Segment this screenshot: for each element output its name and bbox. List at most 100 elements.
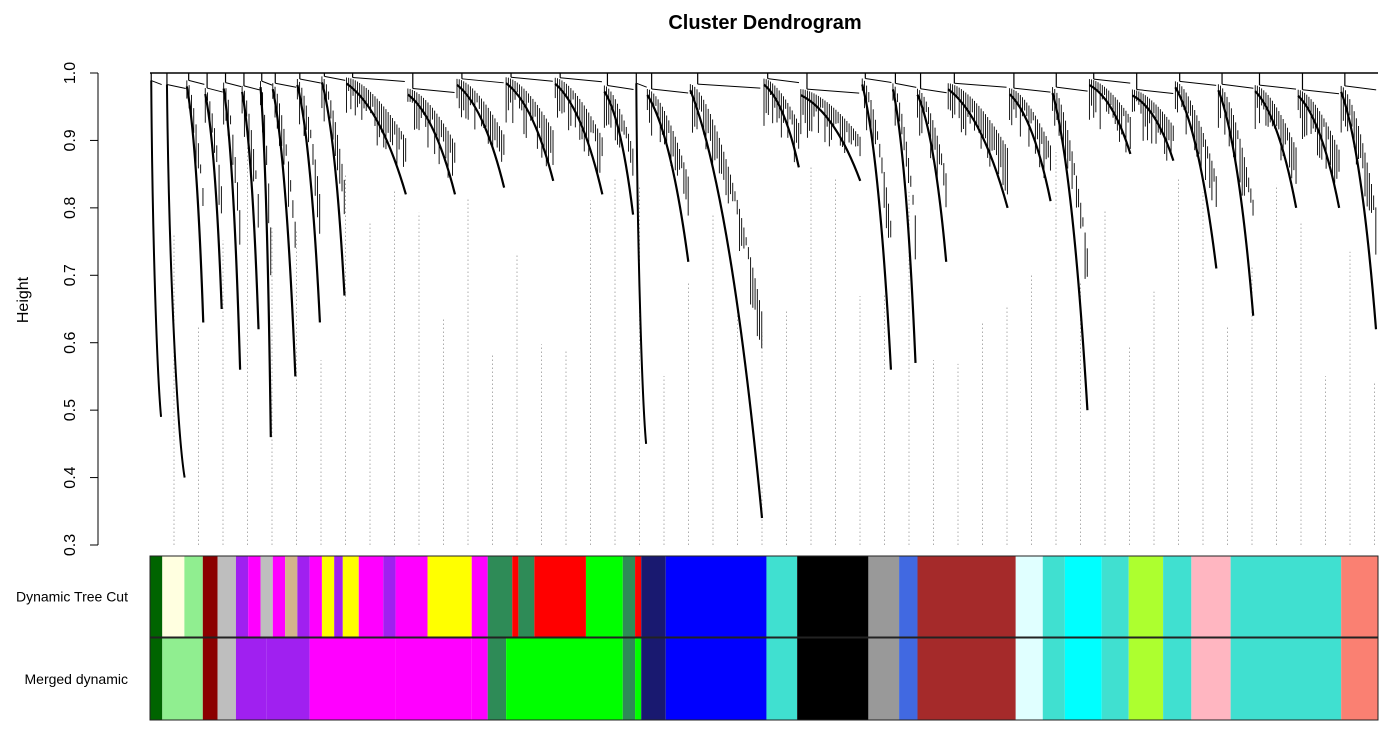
module-color-segment: [235, 638, 267, 720]
branch-tail: [1088, 84, 1132, 155]
y-tick-label: 0.9: [62, 129, 79, 151]
branch-merge: [412, 88, 455, 94]
y-tick-label: 0.8: [62, 197, 79, 219]
branch-merge: [151, 80, 162, 86]
branch-tail: [861, 84, 893, 370]
dendrogram-tree: [150, 72, 1378, 519]
branch-merge: [225, 82, 242, 88]
branch-tail: [916, 94, 948, 262]
branch-tail: [345, 82, 407, 195]
branch-merge: [299, 78, 321, 84]
branch-tail: [689, 89, 764, 519]
module-color-segment: [150, 556, 163, 637]
module-color-segment: [1101, 638, 1129, 720]
branch-tail: [1340, 91, 1378, 330]
branch-tail: [1008, 93, 1052, 202]
branch-merge: [954, 82, 1007, 88]
module-color-segment: [297, 556, 310, 637]
branch-merge: [461, 78, 504, 84]
module-color-segment: [766, 638, 798, 720]
branch-curve: [635, 83, 648, 444]
branch-tail: [222, 88, 242, 370]
branch-merge: [352, 76, 405, 82]
branch-tail: [204, 93, 223, 310]
branch-tail: [1131, 94, 1175, 161]
module-color-segment: [1042, 638, 1065, 720]
module-color-segment: [797, 556, 869, 637]
module-color-segment: [342, 556, 359, 637]
branch-merge: [1093, 78, 1131, 84]
module-color-segment: [1042, 556, 1065, 637]
module-color-segment: [1128, 556, 1164, 637]
branch-merge: [1056, 86, 1088, 92]
module-color-segment: [868, 638, 900, 720]
branch-curve: [150, 80, 163, 417]
branch-merge: [1136, 89, 1174, 95]
branch-merge: [275, 82, 297, 88]
module-color-segment: [1341, 556, 1378, 637]
branch-merge: [1302, 89, 1340, 95]
y-tick-label: 0.3: [62, 534, 79, 556]
branch-tail: [407, 93, 457, 195]
branch-tail: [320, 82, 346, 296]
module-color-segment: [202, 638, 218, 720]
branch-tail: [891, 89, 917, 363]
branch-merge: [806, 88, 860, 94]
branch-tail: [505, 82, 555, 182]
module-color-segment: [395, 556, 428, 637]
branch-merge: [1259, 84, 1297, 90]
module-color-segment: [1191, 556, 1231, 637]
branch-merge: [920, 88, 947, 94]
module-color-segment: [506, 638, 623, 720]
branch-merge: [324, 75, 346, 81]
color-row-frame: [149, 555, 1379, 638]
module-color-segment: [162, 638, 203, 720]
branch-merge: [767, 78, 800, 84]
module-color-segment: [358, 556, 384, 637]
module-color-segment: [1341, 638, 1378, 720]
module-color-segment: [641, 556, 666, 637]
y-axis-label: Height: [15, 276, 32, 323]
module-color-segment: [665, 638, 767, 720]
module-color-bars: [149, 555, 1379, 721]
branch-merge: [865, 77, 892, 83]
module-color-segment: [150, 638, 163, 720]
module-color-segment: [1163, 556, 1192, 637]
module-color-segment: [917, 638, 1016, 720]
module-color-segment: [309, 638, 396, 720]
module-color-segment: [427, 556, 472, 637]
branch-merge: [560, 77, 602, 83]
branch-tail: [800, 94, 862, 182]
module-color-segment: [383, 556, 396, 637]
module-color-segment: [641, 638, 666, 720]
module-color-segment: [1064, 556, 1102, 637]
branch-tail: [1217, 89, 1255, 316]
color-row-label: Dynamic Tree Cut: [16, 589, 128, 605]
module-color-segment: [766, 556, 798, 637]
branch-tail: [603, 90, 635, 215]
branch-tail: [296, 84, 322, 323]
branch-merge: [188, 79, 205, 85]
branch-tail: [763, 83, 800, 168]
module-color-segment: [471, 556, 488, 637]
module-color-segment: [622, 556, 636, 637]
y-tick-label: 1.0: [62, 62, 79, 84]
branch-merge: [261, 80, 273, 86]
branch-tail: [947, 88, 1009, 209]
module-color-segment: [1015, 556, 1043, 637]
module-color-segment: [1230, 638, 1342, 720]
y-tick-label: 0.6: [62, 331, 79, 353]
branch-tail: [1297, 94, 1341, 209]
branch-tail: [456, 83, 506, 188]
branch-merge: [166, 83, 186, 89]
module-color-segment: [868, 556, 900, 637]
branch-merge: [206, 87, 223, 93]
module-color-segment: [248, 556, 261, 637]
module-color-segment: [1101, 556, 1129, 637]
branch-merge: [607, 85, 634, 90]
branch-tail: [1174, 86, 1218, 269]
module-color-segment: [266, 638, 310, 720]
branch-tail: [1254, 90, 1298, 209]
branch-merge: [243, 85, 260, 91]
